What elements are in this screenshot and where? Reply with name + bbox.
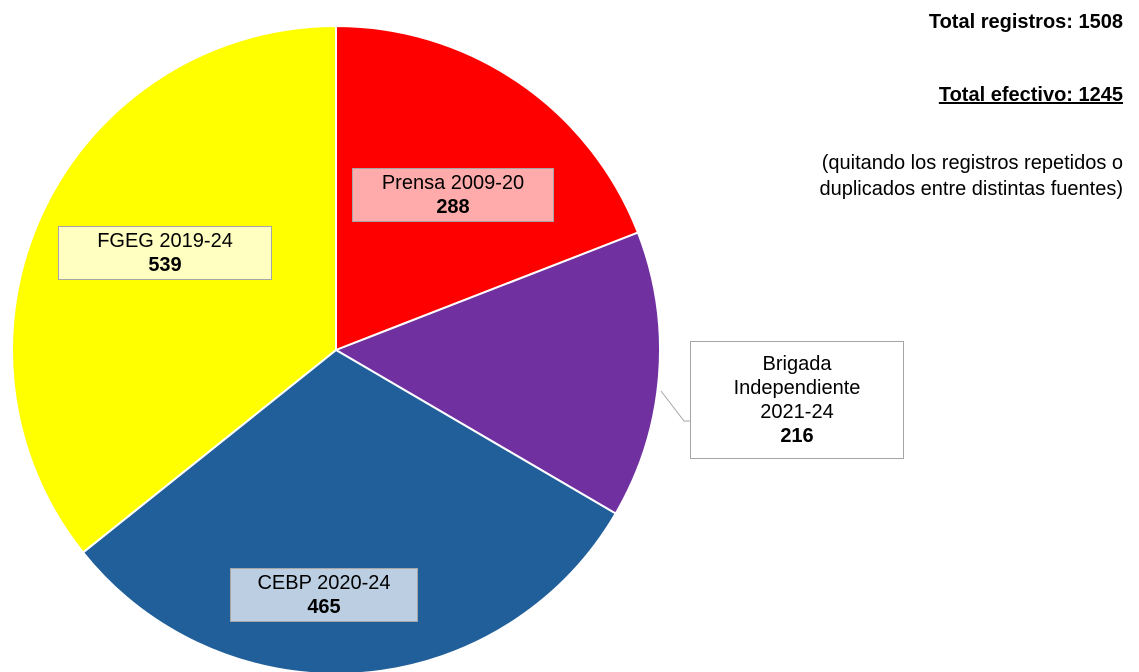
value-label: 288 — [436, 196, 470, 218]
slice-label: FGEG 2019-24 539 — [58, 226, 272, 280]
total-efectivo: Total efectivo: 1245 — [938, 84, 1123, 106]
category-name: Prensa 2009-20 — [381, 172, 525, 194]
pie-slice — [11, 24, 337, 554]
total-registros: Total registros: 1508 — [928, 11, 1123, 33]
note: (quitando los registros repetidos o dupl… — [819, 152, 1123, 200]
category-name: CEBP 2020-24 — [257, 572, 391, 594]
value-label: 539 — [148, 254, 182, 276]
category-name: Brigada Independiente 2021-24 — [733, 353, 861, 423]
slice-label: Brigada Independiente 2021-24 216 — [690, 341, 904, 459]
pie-slice — [81, 348, 618, 672]
slice-label: CEBP 2020-24 465 — [230, 568, 418, 622]
value-label: 465 — [307, 596, 341, 618]
pie-slice — [333, 231, 661, 515]
category-name: FGEG 2019-24 — [97, 230, 233, 252]
value-label: 216 — [780, 425, 814, 447]
slice-label: Prensa 2009-20 288 — [352, 168, 554, 222]
leader-line — [660, 390, 690, 422]
